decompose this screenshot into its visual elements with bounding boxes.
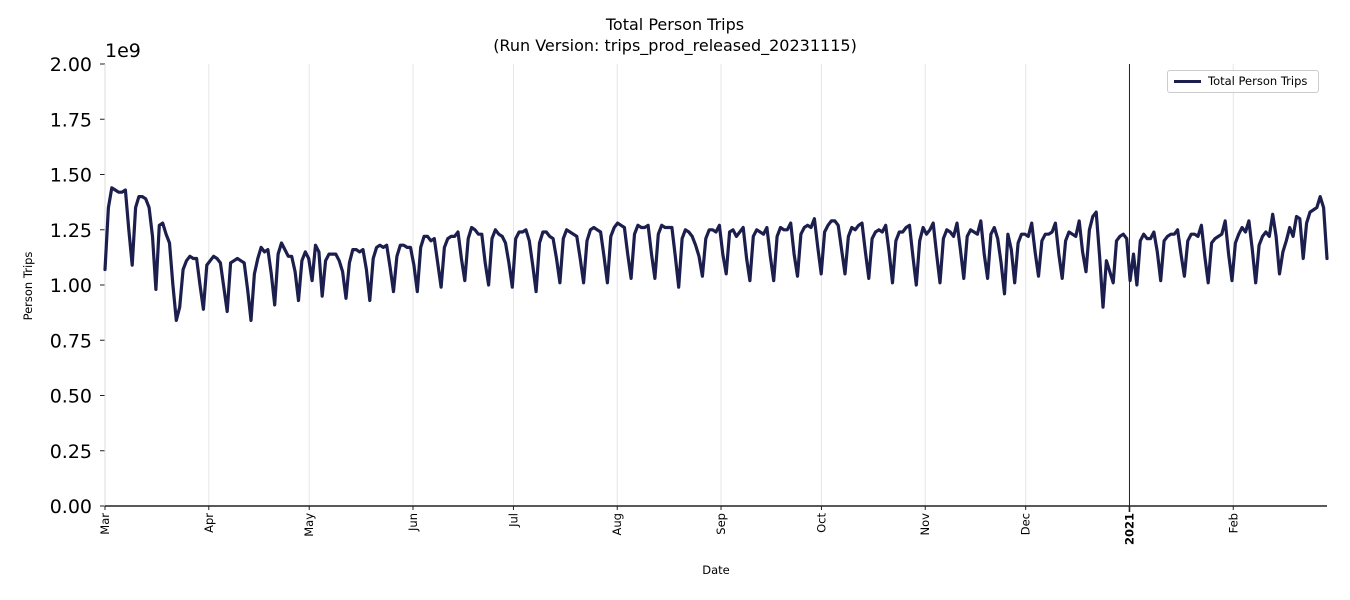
y-tick-label: 1.00: [50, 275, 92, 297]
y-tick-label: 1.50: [50, 165, 92, 187]
x-tick-label-mar: Mar: [98, 513, 112, 535]
x-tick-label-jun: Jun: [406, 513, 420, 532]
y-tick-label: 1.25: [50, 220, 92, 242]
x-tick-label-2021: 2021: [1122, 513, 1136, 545]
y-offset-label: 1e9: [105, 40, 141, 62]
x-tick-label-nov: Nov: [918, 513, 932, 536]
chart-subtitle: (Run Version: trips_prod_released_202311…: [493, 36, 857, 55]
x-tick-label-apr: Apr: [202, 513, 216, 533]
total-person-trips-line: [103, 186, 1329, 322]
x-tick-label-sep: Sep: [714, 513, 728, 535]
legend: Total Person Trips: [1167, 70, 1319, 93]
y-axis-label: Person Trips: [21, 252, 35, 321]
x-axis-ticks: Mar Apr May Jun Jul Aug Sep Oct Nov Dec 2021 Feb: [98, 506, 1240, 545]
legend-label: Total Person Trips: [1208, 74, 1308, 88]
x-tick-label-jul: Jul: [506, 513, 520, 528]
y-tick-label: 0.75: [50, 330, 92, 352]
y-tick-label: 1.75: [50, 109, 92, 131]
x-gridlines: [104, 64, 1234, 506]
x-tick-label-aug: Aug: [610, 513, 624, 535]
chart-title: Total Person Trips: [605, 15, 745, 34]
y-tick-label: 2.00: [50, 54, 92, 76]
x-tick-label-dec: Dec: [1019, 513, 1033, 535]
chart-title-block: Total Person Trips (Run Version: trips_p…: [0, 14, 1350, 56]
y-tick-label: 0.25: [50, 441, 92, 463]
legend-line-swatch: [1174, 80, 1201, 83]
x-tick-label-oct: Oct: [814, 513, 828, 533]
x-tick-label-feb: Feb: [1226, 513, 1240, 533]
y-tick-label: 0.50: [50, 386, 92, 408]
y-axis-ticks: 0.00 0.25 0.50 0.75 1.00 1.25 1.50 1.75 2.00: [50, 54, 105, 518]
y-tick-label: 0.00: [50, 496, 92, 518]
x-axis-label: Date: [702, 563, 730, 577]
x-tick-label-may: May: [302, 513, 316, 537]
